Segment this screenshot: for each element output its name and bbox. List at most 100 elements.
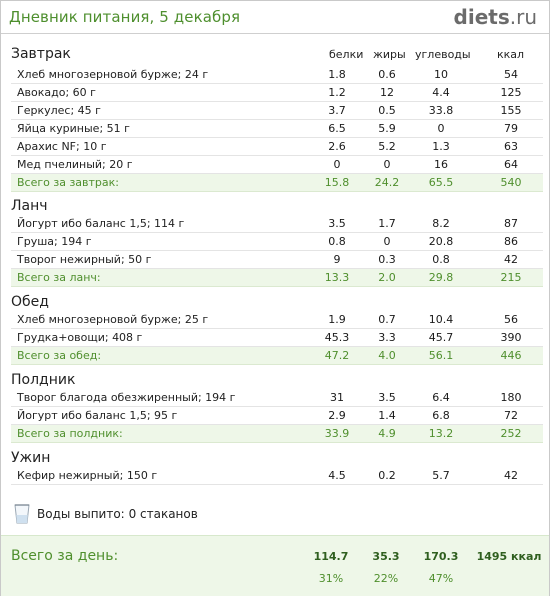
- total-carbs: 56.1: [428, 349, 454, 362]
- food-fat: 12: [380, 86, 394, 99]
- food-carbs: 8.2: [432, 217, 450, 230]
- meal-total-label: Всего за обед:: [17, 349, 102, 362]
- food-carbs: 4.4: [432, 86, 450, 99]
- brand-dot: .: [509, 5, 517, 29]
- total-kcal: 540: [500, 176, 522, 189]
- food-fat: 0: [383, 158, 391, 171]
- day-total-protein: 114.7: [313, 550, 349, 563]
- food-kcal: 56: [504, 313, 518, 326]
- food-fat: 1.4: [378, 409, 396, 422]
- total-carbs: 29.8: [428, 271, 454, 284]
- food-kcal: 54: [504, 68, 518, 81]
- meal-total-row: Всего за обед: 47.2 4.0 56.1 446: [11, 347, 543, 365]
- total-fat: 4.9: [378, 427, 396, 440]
- day-fat-percent: 22%: [373, 572, 399, 585]
- food-carbs: 33.8: [428, 104, 454, 117]
- food-name: Хлеб многозерновой бурже; 25 г: [17, 313, 209, 326]
- food-row[interactable]: Грудка+овощи; 408 г 45.3 3.3 45.7 390: [11, 329, 543, 347]
- meal-title: Завтрак: [11, 46, 71, 62]
- food-row[interactable]: Хлеб многозерновой бурже; 25 г 1.9 0.7 10.4…: [11, 311, 543, 329]
- meal-title: Ужин: [11, 450, 51, 466]
- glass-icon[interactable]: [13, 503, 31, 525]
- food-row[interactable]: Мед пчелиный; 20 г 0 0 16 64: [11, 156, 543, 174]
- column-header-carbs: углеводы: [415, 48, 471, 61]
- food-row[interactable]: Хлеб многозерновой бурже; 24 г 1.8 0.6 10 54: [11, 66, 543, 84]
- header-bar: Дневник питания, 5 декабря diets.ru: [1, 1, 549, 34]
- meal-total-row: Всего за полдник: 33.9 4.9 13.2 252: [11, 425, 543, 443]
- food-carbs: 10.4: [428, 313, 454, 326]
- food-kcal: 155: [500, 104, 522, 117]
- food-carbs: 20.8: [428, 235, 454, 248]
- meal-title: Полдник: [11, 372, 76, 388]
- meal-total-label: Всего за ланч:: [17, 271, 101, 284]
- food-fat: 0: [383, 235, 391, 248]
- food-name: Хлеб многозерновой бурже; 24 г: [17, 68, 209, 81]
- food-name: Творог благода обезжиренный; 194 г: [17, 391, 236, 404]
- food-fat: 1.7: [378, 217, 396, 230]
- meal-total-label: Всего за полдник:: [17, 427, 123, 440]
- food-carbs: 16: [434, 158, 448, 171]
- food-name: Йогурт ибо баланс 1,5; 114 г: [17, 217, 185, 230]
- meal-title: Ланч: [11, 198, 48, 214]
- food-row[interactable]: Авокадо; 60 г 1.2 12 4.4 125: [11, 84, 543, 102]
- food-kcal: 64: [504, 158, 518, 171]
- food-protein: 45.3: [324, 331, 350, 344]
- total-protein: 15.8: [324, 176, 350, 189]
- food-row[interactable]: Йогурт ибо баланс 1,5; 95 г 2.9 1.4 6.8 72: [11, 407, 543, 425]
- food-name: Творог нежирный; 50 г: [17, 253, 152, 266]
- food-name: Груша; 194 г: [17, 235, 92, 248]
- food-protein: 31: [330, 391, 344, 404]
- food-name: Авокадо; 60 г: [17, 86, 96, 99]
- food-protein: 3.7: [328, 104, 346, 117]
- food-carbs: 5.7: [432, 469, 450, 482]
- meal-title: Обед: [11, 294, 49, 310]
- food-protein: 9: [333, 253, 341, 266]
- total-fat: 4.0: [378, 349, 396, 362]
- meal-total-label: Всего за завтрак:: [17, 176, 120, 189]
- day-total-label: Всего за день:: [11, 548, 119, 564]
- food-protein: 1.2: [328, 86, 346, 99]
- water-tracker: Воды выпито: 0 стаканов: [11, 501, 531, 527]
- food-carbs: 45.7: [428, 331, 454, 344]
- day-total-fat: 35.3: [372, 550, 400, 563]
- food-kcal: 86: [504, 235, 518, 248]
- food-carbs: 0: [437, 122, 445, 135]
- page-title: Дневник питания, 5 декабря: [9, 8, 241, 26]
- food-row[interactable]: Груша; 194 г 0.8 0 20.8 86: [11, 233, 543, 251]
- total-protein: 47.2: [324, 349, 350, 362]
- day-total-panel: Всего за день: 114.7 35.3 170.3 1495 кка…: [1, 535, 549, 596]
- day-carbs-percent: 47%: [428, 572, 454, 585]
- food-row[interactable]: Яйца куриные; 51 г 6.5 5.9 0 79: [11, 120, 543, 138]
- water-value: 0 стаканов: [128, 507, 198, 521]
- food-protein: 2.6: [328, 140, 346, 153]
- food-fat: 5.9: [378, 122, 396, 135]
- meal-total-row: Всего за ланч: 13.3 2.0 29.8 215: [11, 269, 543, 287]
- food-kcal: 87: [504, 217, 518, 230]
- food-row[interactable]: Кефир нежирный; 150 г 4.5 0.2 5.7 42: [11, 467, 543, 485]
- food-row[interactable]: Арахис NF; 10 г 2.6 5.2 1.3 63: [11, 138, 543, 156]
- food-protein: 1.9: [328, 313, 346, 326]
- food-protein: 0: [333, 158, 341, 171]
- food-protein: 1.8: [328, 68, 346, 81]
- food-fat: 0.5: [378, 104, 396, 117]
- food-row[interactable]: Творог нежирный; 50 г 9 0.3 0.8 42: [11, 251, 543, 269]
- food-carbs: 1.3: [432, 140, 450, 153]
- food-carbs: 6.4: [432, 391, 450, 404]
- total-carbs: 13.2: [428, 427, 454, 440]
- brand-logo[interactable]: diets.ru: [454, 5, 537, 29]
- food-name: Арахис NF; 10 г: [17, 140, 107, 153]
- water-label: Воды выпито:: [37, 507, 125, 521]
- food-protein: 2.9: [328, 409, 346, 422]
- total-kcal: 215: [500, 271, 522, 284]
- food-row[interactable]: Йогурт ибо баланс 1,5; 114 г 3.5 1.7 8.2 87: [11, 215, 543, 233]
- food-name: Грудка+овощи; 408 г: [17, 331, 143, 344]
- food-protein: 4.5: [328, 469, 346, 482]
- column-header-protein: белки: [329, 48, 364, 61]
- food-fat: 0.6: [378, 68, 396, 81]
- food-row[interactable]: Творог благода обезжиренный; 194 г 31 3.5 6…: [11, 389, 543, 407]
- column-header-kcal: ккал: [497, 48, 525, 61]
- brand-tld: ru: [516, 5, 537, 29]
- food-name: Мед пчелиный; 20 г: [17, 158, 133, 171]
- food-row[interactable]: Геркулес; 45 г 3.7 0.5 33.8 155: [11, 102, 543, 120]
